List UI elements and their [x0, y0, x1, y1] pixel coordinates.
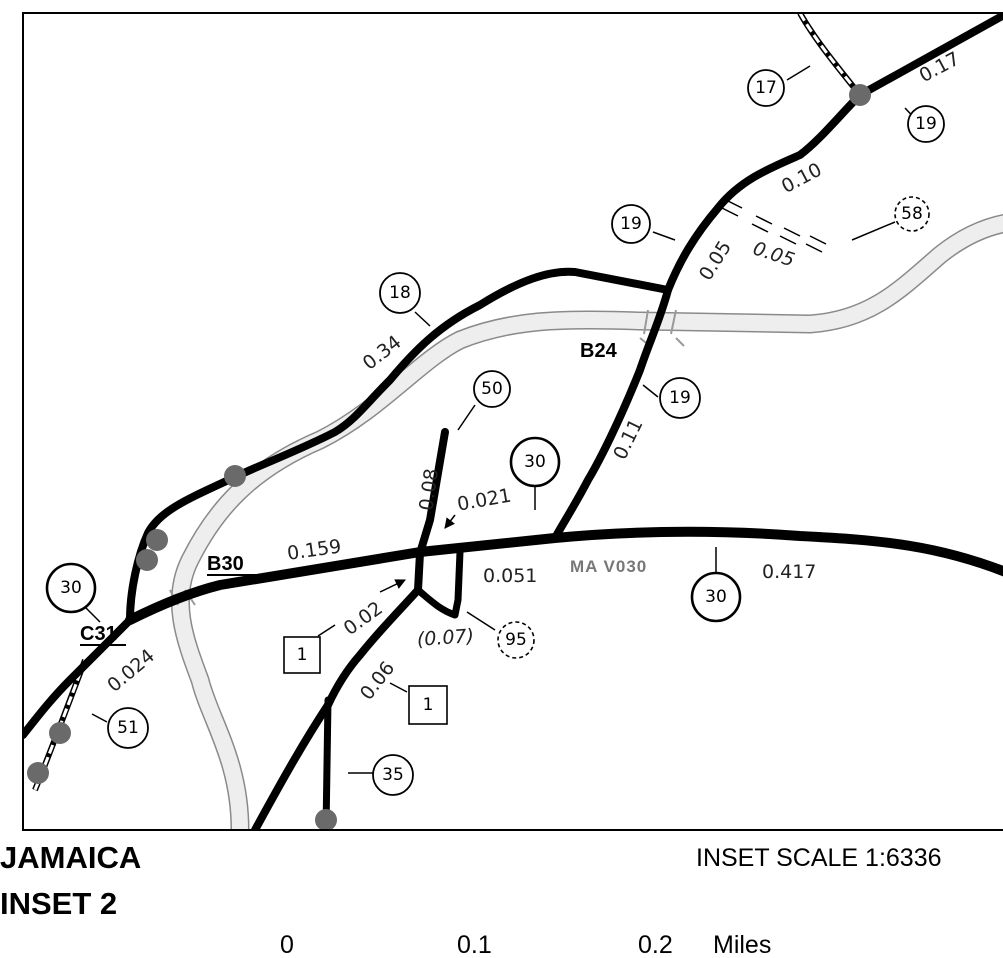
mileage-label: 0.417 [762, 561, 816, 583]
road-north-south [551, 286, 672, 542]
route-shield-50: 50 [473, 370, 511, 408]
route-shield-58: 58 [894, 196, 930, 232]
mileage-label: 0.06 [356, 657, 399, 704]
junction-dots [27, 84, 871, 830]
svg-text:51: 51 [117, 718, 139, 738]
road-southwest [251, 586, 422, 830]
mileage-label: 0.021 [456, 485, 513, 516]
road-c31 [23, 616, 134, 739]
mileage-label: 0.08 [415, 467, 443, 512]
route-shield-35: 35 [372, 754, 414, 796]
roads [23, 13, 1003, 830]
route-shield-19: 19 [611, 204, 651, 244]
svg-text:95: 95 [505, 630, 527, 650]
road-95-loop [414, 548, 464, 619]
scale-unit-label: Miles [713, 931, 771, 958]
svg-text:58: 58 [901, 204, 923, 224]
junction-label-b30: B30 [207, 553, 244, 575]
svg-text:19: 19 [915, 114, 937, 134]
svg-text:19: 19 [620, 214, 642, 234]
junction-labels: B30 B24 C31 MA V030 [80, 340, 647, 646]
route-shield-18: 18 [379, 272, 421, 314]
junction-label-b24: B24 [580, 340, 618, 362]
route-shield-95: 95 [497, 621, 535, 659]
svg-text:1: 1 [297, 645, 308, 665]
route-shield-30: 30 [509, 436, 561, 488]
route-shield-1: 1 [283, 636, 321, 674]
mileage-label: 0.05 [695, 237, 736, 285]
road-50 [414, 428, 449, 594]
route-shield-51: 51 [107, 707, 149, 749]
map-footer: JAMAICA INSET 2 INSET SCALE 1:6336 0 0.1… [0, 840, 942, 958]
svg-text:17: 17 [755, 78, 777, 98]
mileage-labels: 0.17 0.10 0.05 0.05 0.34 0.11 0.08 0.021… [103, 48, 963, 705]
inset-subtitle: INSET 2 [0, 886, 117, 921]
svg-text:50: 50 [481, 379, 503, 399]
scale-bar: 0 0.1 0.2 Miles [280, 931, 771, 958]
mileage-label: 0.159 [286, 535, 343, 564]
mileage-label: 0.05 [750, 237, 797, 271]
river [170, 214, 1003, 830]
route-shield-1: 1 [408, 685, 448, 725]
road-mav030 [125, 526, 1003, 625]
map-frame [22, 12, 1003, 831]
mileage-label: 0.051 [483, 565, 537, 587]
svg-text:30: 30 [524, 452, 546, 472]
scale-text: INSET SCALE 1:6336 [696, 844, 942, 872]
route-shield-17: 17 [747, 69, 785, 107]
route-shield-19: 19 [907, 105, 945, 143]
road-18 [126, 267, 672, 624]
route-shield-19: 19 [659, 377, 701, 419]
road-name-label: MA V030 [570, 557, 647, 576]
svg-text:19: 19 [669, 388, 691, 408]
svg-text:35: 35 [382, 765, 404, 785]
dashed-road [721, 199, 827, 253]
road-northeast [664, 13, 1003, 294]
svg-text:1: 1 [423, 695, 434, 715]
mileage-label: 0.024 [103, 645, 159, 697]
route-shield-30: 30 [45, 562, 97, 614]
svg-text:30: 30 [60, 578, 82, 598]
svg-text:18: 18 [389, 283, 411, 303]
scale-tick-label: 0.1 [457, 931, 492, 958]
map-content: 0.17 0.10 0.05 0.05 0.34 0.11 0.08 0.021… [23, 13, 1003, 830]
junction-label-c31: C31 [80, 623, 117, 645]
svg-text:30: 30 [705, 587, 727, 607]
road-35 [322, 696, 332, 830]
mileage-label: (0.07) [416, 625, 475, 651]
route-shield-30: 30 [690, 571, 742, 623]
scale-tick-label: 0.2 [638, 931, 673, 958]
inset-title: JAMAICA [0, 840, 141, 875]
scale-tick-label: 0 [280, 931, 294, 958]
route-shields: 17 19 58 19 18 50 19 30 30 30 95 51 35 1… [45, 69, 945, 796]
railroad [32, 13, 863, 792]
